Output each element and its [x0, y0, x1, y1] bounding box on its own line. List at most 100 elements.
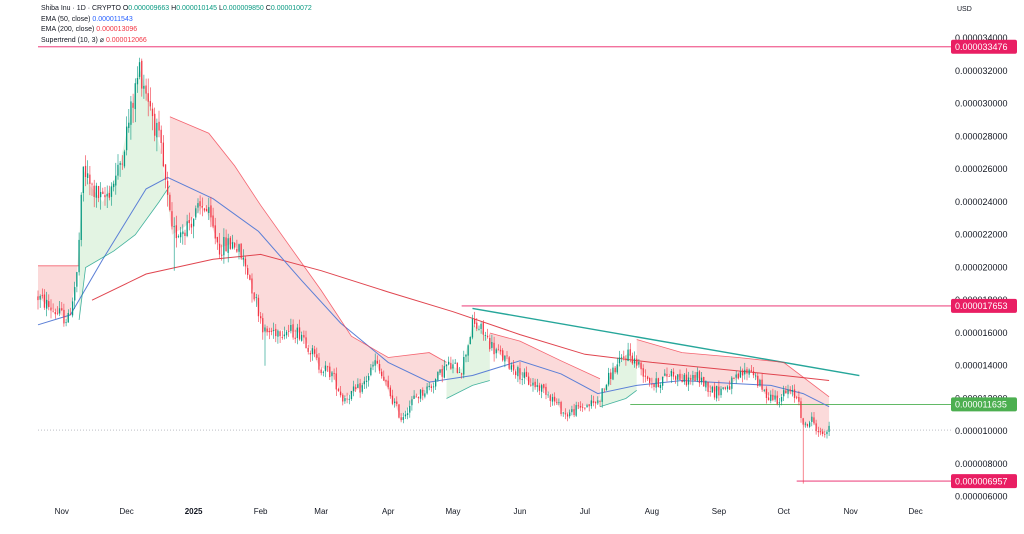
candle-body	[525, 371, 528, 377]
legend-supertrend-label[interactable]: Supertrend (10, 3)	[41, 36, 98, 44]
candle-body	[826, 431, 828, 435]
candle-body	[253, 292, 255, 300]
candle-body	[504, 355, 506, 362]
candle-body	[448, 361, 450, 365]
candle-body	[97, 186, 100, 198]
candle-body	[636, 358, 638, 366]
candle-body	[588, 404, 590, 407]
legend-ema200-row[interactable]: EMA (200, close) 0.000013096	[41, 25, 312, 36]
candle-body	[117, 164, 119, 176]
candle-body	[562, 412, 564, 414]
candle-body	[742, 370, 744, 376]
candle-body	[255, 297, 257, 298]
candle-body	[819, 431, 822, 433]
candle-body	[685, 374, 688, 386]
candle-body	[223, 237, 225, 256]
legend-ema50-label[interactable]: EMA (50, close)	[41, 15, 91, 23]
candle-body	[445, 364, 448, 367]
price-tags: 0.000033476 0.000017653 0.000011635 0.00000…	[951, 39, 1017, 489]
legend-ema50-row[interactable]: EMA (50, close) 0.000011543	[41, 15, 312, 26]
candle-body	[409, 405, 411, 413]
candle-body	[311, 348, 314, 355]
supertrend-band	[489, 333, 600, 415]
candle-body	[664, 373, 666, 376]
candle-body	[363, 381, 365, 385]
candle-body	[666, 374, 668, 377]
y-tick-label: 0.000030000	[955, 99, 1008, 109]
candle-body	[649, 378, 651, 383]
eye-icon[interactable]: ⌀	[99, 36, 104, 44]
candle-body	[672, 371, 675, 377]
candle-body	[612, 367, 614, 380]
candle-body	[350, 391, 353, 399]
price-tag-label: 0.000006957	[955, 476, 1008, 486]
candle-body	[530, 384, 532, 386]
candle-body	[679, 373, 681, 380]
candle-body	[780, 397, 783, 402]
candle-body	[218, 243, 221, 255]
candle-body	[342, 394, 344, 402]
candle-body	[154, 113, 156, 136]
candle-body	[512, 364, 515, 371]
candle-body	[95, 185, 97, 198]
price-tag	[951, 39, 1017, 54]
candle-body	[778, 402, 780, 404]
candle-body	[495, 349, 497, 354]
candle-body	[113, 183, 115, 188]
legend-symbol[interactable]: Shiba Inu · 1D · CRYPTO	[41, 5, 121, 12]
candle-body	[229, 237, 231, 249]
candle-body	[776, 395, 778, 404]
candle-body	[346, 398, 348, 400]
legend-supertrend-row[interactable]: Supertrend (10, 3) ⌀ 0.000012066	[41, 36, 312, 47]
candle-body	[329, 366, 331, 378]
candle-body	[214, 225, 216, 239]
candle-body	[608, 372, 610, 385]
currency-label[interactable]: USD	[957, 6, 972, 13]
candle-body	[521, 379, 523, 380]
candle-body	[156, 122, 158, 138]
time-axis[interactable]: Nov Dec 2025 Feb Mar Apr May Jun Jul Aug Sep Oct Nov…	[55, 507, 923, 516]
candle-body	[467, 345, 469, 356]
candle-body	[573, 409, 575, 416]
candle-body	[748, 369, 750, 375]
candle-body	[227, 238, 229, 253]
legend-ema200-label[interactable]: EMA (200, close)	[41, 26, 95, 33]
price-axis[interactable]: 0.000034000 0.000032000 0.000030000 0.00002…	[955, 33, 1008, 502]
candle-body	[270, 331, 273, 332]
candle-body	[69, 313, 72, 315]
x-tick-label: Oct	[777, 507, 790, 516]
candle-body	[387, 380, 389, 388]
candle-body	[718, 386, 720, 396]
legend-low-label: L	[219, 5, 223, 12]
trendline-layer	[472, 307, 860, 377]
candle-body	[305, 337, 307, 349]
candle-body	[123, 151, 126, 167]
candle-body	[87, 173, 89, 178]
candle-body	[91, 183, 93, 185]
candle-body	[37, 296, 39, 301]
candle-body	[355, 387, 357, 389]
candle-body	[391, 395, 394, 404]
candle-body	[796, 397, 798, 399]
x-tick-label: Dec	[908, 507, 922, 516]
candle-body	[698, 371, 701, 384]
candle-body	[547, 394, 549, 396]
legend-symbol-row[interactable]: Shiba Inu · 1D · CRYPTO O0.000009663 H0.…	[41, 4, 312, 15]
candle-body	[815, 423, 817, 432]
candle-body	[765, 388, 768, 398]
candle-body	[376, 360, 378, 364]
candle-body	[571, 409, 573, 413]
candle-body	[426, 386, 428, 394]
candle-body	[476, 322, 478, 329]
candle-body	[577, 405, 579, 407]
candle-body	[692, 375, 694, 381]
candle-body	[458, 372, 461, 373]
candle-body	[296, 327, 298, 338]
candle-body	[681, 379, 683, 383]
candle-body	[616, 364, 618, 373]
candle-body	[316, 354, 318, 358]
candle-body	[700, 377, 703, 383]
candle-body	[257, 297, 260, 317]
